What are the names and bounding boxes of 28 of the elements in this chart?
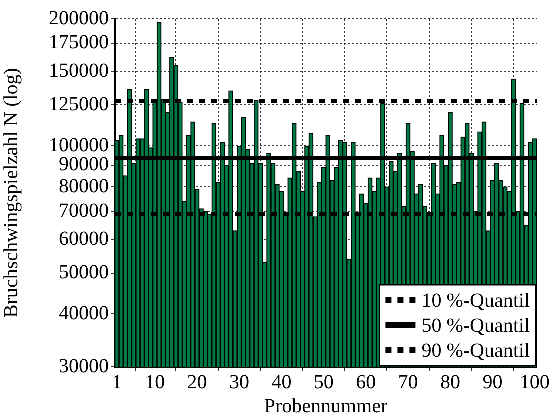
x-tick-label: 30 bbox=[229, 371, 250, 394]
y-tick-label: 50000 bbox=[59, 262, 109, 284]
y-tick-label: 30000 bbox=[59, 355, 109, 378]
y-tick-label: 40000 bbox=[59, 302, 109, 324]
y-tick-label: 60000 bbox=[59, 228, 109, 250]
y-tick-label: 175000 bbox=[49, 32, 109, 54]
x-tick-label: 100 bbox=[520, 371, 550, 394]
y-tick-label: 150000 bbox=[49, 60, 109, 82]
x-tick-label: 70 bbox=[398, 371, 418, 394]
x-tick-label: 80 bbox=[440, 371, 460, 394]
legend-label: 10 %-Quantil bbox=[422, 290, 530, 312]
y-tick-label: 125000 bbox=[49, 93, 109, 116]
x-axis-title: Probennummer bbox=[264, 395, 388, 418]
x-tick-label: 1 bbox=[112, 371, 122, 394]
y-axis-title: Bruchschwingspielzahl N (log) bbox=[0, 68, 22, 318]
legend-label: 90 %-Quantil bbox=[422, 340, 530, 362]
x-tick-label: 10 bbox=[145, 371, 166, 394]
y-tick-label: 80000 bbox=[59, 175, 109, 198]
y-tick-label: 100000 bbox=[49, 134, 109, 156]
y-tick-label: 200000 bbox=[49, 7, 109, 30]
x-tick-label: 20 bbox=[187, 371, 208, 394]
legend-label: 50 %-Quantil bbox=[422, 314, 530, 337]
x-tick-label: 40 bbox=[272, 371, 292, 394]
x-tick-label: 50 bbox=[314, 371, 334, 394]
x-tick-label: 90 bbox=[482, 371, 503, 394]
x-tick-label: 60 bbox=[356, 371, 376, 394]
y-tick-label: 70000 bbox=[59, 200, 109, 222]
y-tick-label: 90000 bbox=[59, 154, 109, 176]
